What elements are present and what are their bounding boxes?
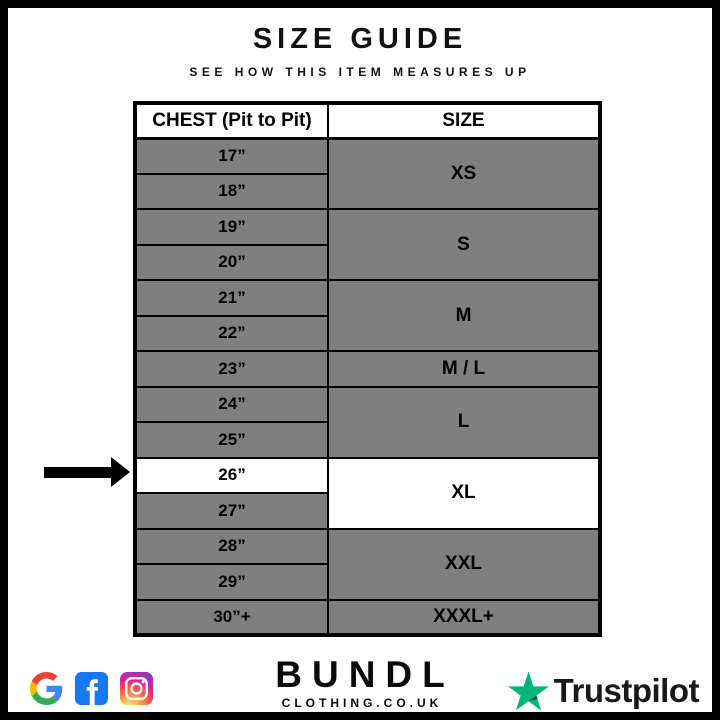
size-cell-l: L [327,385,601,459]
column-header-chest: CHEST (Pit to Pit) [134,102,329,140]
chest-cell-25: 25” [134,421,329,459]
google-icon [30,672,63,705]
chest-cell-18: 18” [134,172,329,210]
row-pointer-arrow-icon [44,457,130,487]
size-cell-xl-highlighted: XL [327,456,601,530]
arrow-head [111,457,130,487]
social-icons-row [30,672,153,705]
table-row: 30”+ XXXL+ [134,598,601,636]
chest-cell-28: 28” [134,527,329,565]
size-cell-xs: XS [327,137,601,210]
chest-cell-17: 17” [134,137,329,175]
page-title: SIZE GUIDE [252,23,468,55]
trustpilot-label: Trustpilot [553,672,700,709]
trustpilot-logo: Trustpilot [507,671,700,711]
size-cell-xxxlplus: XXXL+ [327,598,601,636]
size-cell-m: M [327,279,601,352]
chest-cell-29: 29” [134,563,329,601]
brand-name: BUNDL [275,654,455,695]
page-subtitle: SEE HOW THIS ITEM MEASURES UP [189,65,531,79]
table-row-highlighted: 26” XL [134,456,601,530]
chest-cell-26-highlighted: 26” [134,456,329,494]
table-row: 22” [134,314,600,352]
table-row: 27” [134,492,600,530]
chest-cell-24: 24” [134,385,329,423]
table-row: 29” [134,563,600,601]
chest-cell-19: 19” [134,208,329,246]
arrow-body [44,466,111,478]
instagram-icon [120,672,153,705]
trustpilot-star-icon [507,671,549,711]
table-row: 21” M [134,279,601,352]
table-row: 28” XXL [134,527,601,601]
table-header-row: CHEST (Pit to Pit) SIZE [134,102,601,140]
chest-cell-27: 27” [134,492,329,530]
column-header-size: SIZE [327,102,601,140]
chest-cell-20: 20” [134,243,329,281]
size-cell-m-l: M / L [327,350,601,388]
size-guide-table: CHEST (Pit to Pit) SIZE 17” XS 18” 19” S… [133,101,602,637]
size-cell-xxl: XXL [327,527,601,601]
table-row: 20” [134,243,600,281]
table-row: 19” S [134,208,601,281]
chest-cell-21: 21” [134,279,329,317]
table-row: 24” L [134,385,601,459]
facebook-icon [75,672,108,705]
chest-cell-30plus: 30”+ [134,598,329,636]
chest-cell-22: 22” [134,314,329,352]
table-row: 23” M / L [134,350,601,388]
table-row: 17” XS [134,137,601,210]
size-cell-s: S [327,208,601,281]
brand-logo: BUNDL CLOTHING.CO.UK [8,656,712,710]
table-row: 18” [134,172,600,210]
brand-tagline: CLOTHING.CO.UK [281,696,443,710]
chest-cell-23: 23” [134,350,329,388]
table-row: 25” [134,421,600,459]
